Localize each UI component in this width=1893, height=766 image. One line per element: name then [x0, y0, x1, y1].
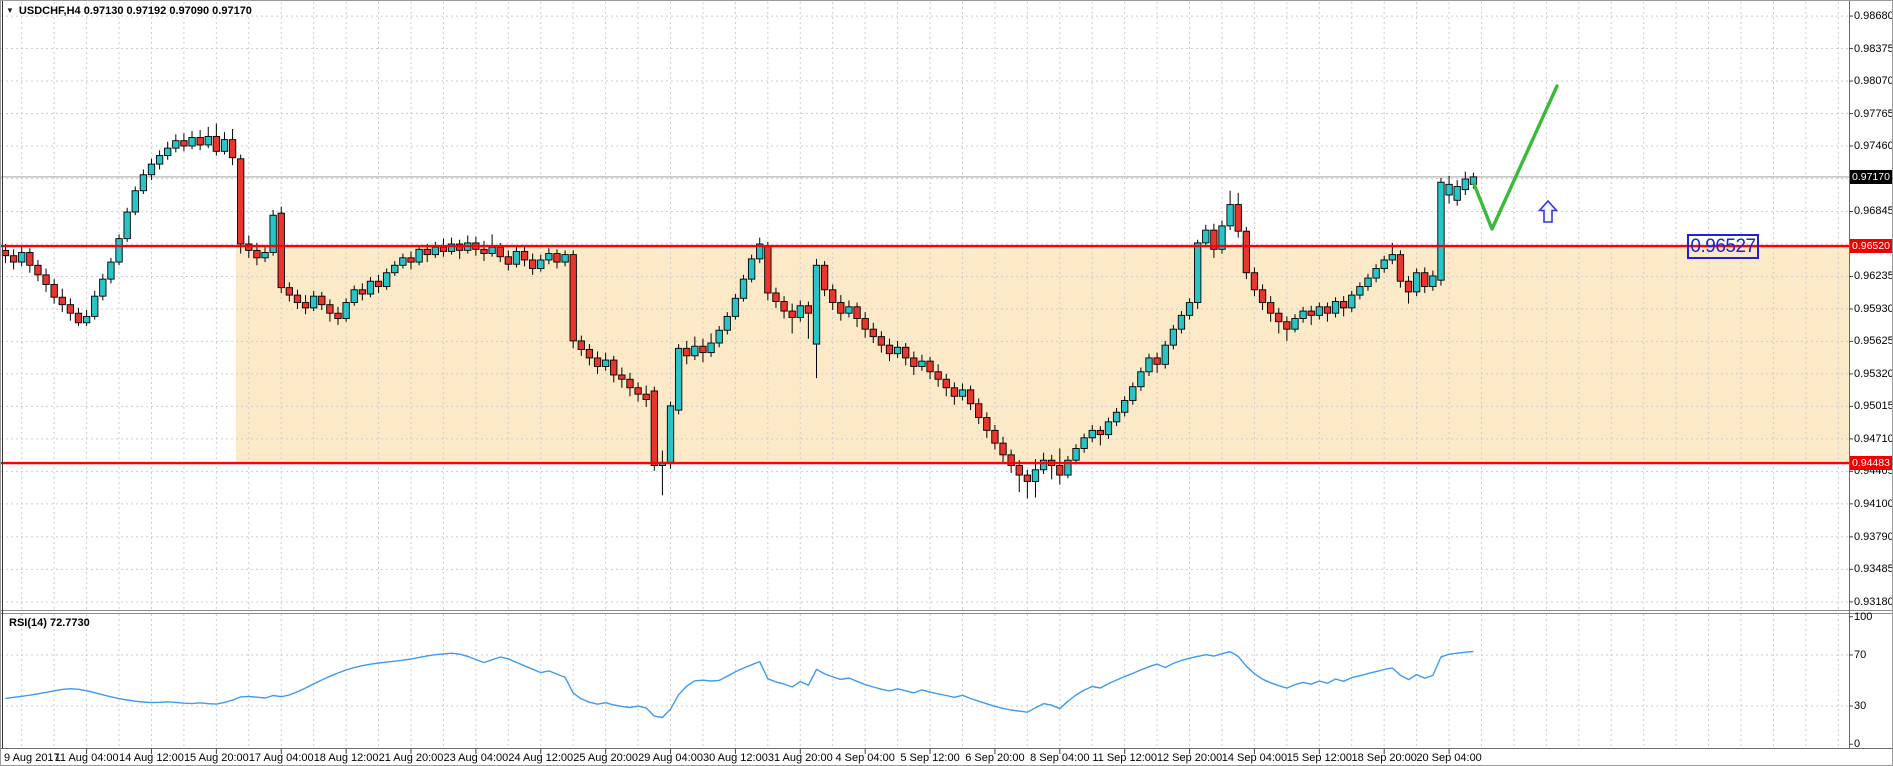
price-axis-label: 0.95930	[1854, 302, 1893, 315]
time-axis-label[interactable]: 21 Aug 20:00	[378, 752, 444, 764]
price-axis-label: 0.93180	[1854, 595, 1893, 608]
time-axis-label[interactable]: 9 Aug 2017	[4, 752, 60, 764]
rsi-axis-label: 0	[1854, 738, 1861, 751]
time-axis-label[interactable]: 12 Sep 20:00	[1156, 752, 1223, 764]
rsi-axis-label: 30	[1854, 700, 1867, 712]
time-axis-label[interactable]: 11 Aug 04:00	[54, 752, 119, 764]
price-axis-label: 0.95015	[1854, 400, 1893, 413]
time-axis-label[interactable]: 24 Aug 12:00	[508, 752, 574, 764]
price-axis-label: 0.97460	[1854, 140, 1893, 152]
resistance-price-badge: 0.96520	[1850, 239, 1892, 254]
time-axis-label[interactable]: 5 Sep 12:00	[900, 752, 960, 764]
time-axis-label[interactable]: 20 Sep 04:00	[1416, 752, 1482, 764]
candles-layer	[1, 123, 1478, 499]
time-axis-label[interactable]: 6 Sep 20:00	[965, 752, 1025, 764]
price-axis-label: 0.98680	[1854, 10, 1893, 23]
price-axis-label: 0.95320	[1854, 367, 1893, 380]
time-axis-label[interactable]: 14 Aug 12:00	[119, 752, 184, 764]
price-axis-label: 0.96235	[1854, 270, 1893, 283]
time-axis-label[interactable]: 18 Aug 12:00	[313, 752, 379, 764]
dropdown-triangle-icon[interactable]: ▼	[6, 6, 14, 15]
rsi-axis-label: 100	[1854, 610, 1873, 623]
time-axis-label[interactable]: 29 Aug 04:00	[638, 752, 703, 764]
green-projection-arrow[interactable]	[1472, 84, 1559, 231]
time-axis-label[interactable]: 8 Sep 04:00	[1030, 752, 1090, 764]
time-axis-label[interactable]: 11 Sep 12:00	[1092, 752, 1157, 764]
price-axis-label: 0.95625	[1854, 335, 1893, 348]
grid-layer	[1, 2, 1849, 748]
support-price-badge: 0.94483	[1850, 456, 1892, 471]
rsi-line	[5, 650, 1474, 719]
time-axis-label[interactable]: 17 Aug 04:00	[248, 752, 314, 764]
time-axis-label[interactable]: 15 Sep 12:00	[1286, 752, 1353, 764]
price-axis-label: 0.96845	[1854, 205, 1893, 218]
rsi-axis-label: 70	[1854, 649, 1867, 661]
time-axis-label[interactable]: 18 Sep 20:00	[1351, 752, 1417, 764]
price-axis-label: 0.94100	[1854, 497, 1893, 510]
chart-title: ▼ USDCHF,H4 0.97130 0.97192 0.97090 0.97…	[6, 5, 252, 17]
price-axis-label: 0.98070	[1854, 75, 1893, 88]
price-axis-label: 0.98375	[1854, 42, 1893, 55]
time-axis-label[interactable]: 15 Aug 20:00	[183, 752, 249, 764]
time-axis-label[interactable]: 31 Aug 20:00	[767, 752, 833, 764]
time-axis-label[interactable]: 30 Aug 12:00	[702, 752, 768, 764]
axis-ticks	[86, 15, 1853, 754]
highlight-zone[interactable]	[236, 246, 1849, 464]
chart-title-text: USDCHF,H4 0.97130 0.97192 0.97090 0.9717…	[18, 5, 252, 17]
time-axis-label[interactable]: 25 Aug 20:00	[573, 752, 639, 764]
price-axis-label: 0.97765	[1854, 107, 1893, 120]
time-axis-label[interactable]: 23 Aug 04:00	[443, 752, 509, 764]
time-axis-label[interactable]: 14 Sep 04:00	[1221, 752, 1288, 764]
time-axis-label[interactable]: 4 Sep 04:00	[835, 752, 895, 764]
up-arrow-icon[interactable]	[1537, 199, 1559, 223]
price-axis-label: 0.93790	[1854, 530, 1893, 543]
current-price-badge: 0.97170	[1850, 169, 1892, 184]
price-axis-label: 0.94710	[1854, 432, 1893, 445]
price-tag-label[interactable]: 0.96527	[1687, 234, 1759, 259]
price-axis-label: 0.93485	[1854, 563, 1893, 576]
rsi-indicator-label: RSI(14) 72.7730	[9, 617, 90, 629]
